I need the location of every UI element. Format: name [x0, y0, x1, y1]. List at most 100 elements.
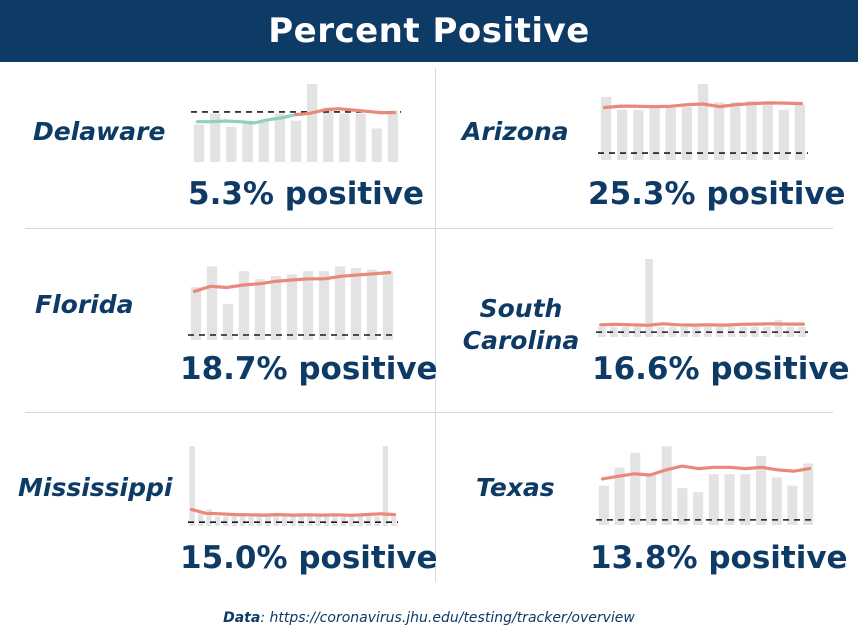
sparkline-chart-delaware — [191, 84, 401, 162]
bar-mark — [290, 120, 302, 162]
state-name: Texas — [476, 473, 555, 502]
bar-mark — [374, 516, 380, 526]
sparkline-chart-mississippi — [188, 446, 398, 526]
bar-mark — [274, 113, 286, 162]
bar-mark — [357, 516, 363, 526]
bar-mark — [677, 488, 688, 525]
bar-mark — [657, 326, 665, 337]
percent-positive-stat: 16.6% positive — [592, 351, 850, 387]
data-source-label: Data — [223, 610, 261, 626]
bar-mark — [614, 467, 625, 525]
bar-mark — [355, 113, 366, 162]
bar-mark — [323, 107, 334, 162]
column-divider — [435, 68, 436, 582]
bar-mark — [787, 485, 798, 525]
sparkline-chart-arizona — [598, 84, 808, 160]
bar-mark — [668, 326, 677, 337]
state-name: Florida — [35, 290, 134, 319]
bar-mark — [391, 516, 397, 526]
bar-mark — [786, 326, 795, 337]
bar-mark — [609, 326, 618, 337]
bar-mark — [382, 446, 389, 526]
bar-mark — [332, 516, 338, 526]
bar-mark — [231, 516, 237, 526]
bar-mark — [633, 109, 644, 160]
series-line — [189, 507, 397, 517]
bar-mark — [387, 110, 399, 162]
row-divider-2 — [25, 412, 833, 413]
bar-mark — [778, 109, 789, 160]
bar-mark — [226, 126, 237, 162]
bar-mark — [290, 516, 296, 526]
bar-mark — [645, 259, 653, 337]
state-name: Mississippi — [18, 473, 173, 502]
bar-mark — [794, 104, 806, 160]
bar-mark — [665, 106, 676, 160]
bar-mark — [371, 128, 382, 162]
bar-mark — [803, 463, 814, 525]
bar-mark — [708, 474, 719, 525]
bar-mark — [197, 514, 204, 526]
bar-mark — [222, 304, 234, 340]
sparkline-chart-texas — [596, 446, 816, 525]
sparkline-chart-south-carolina — [596, 259, 808, 337]
bar-mark — [746, 100, 757, 160]
percent-positive-stat: 25.3% positive — [588, 176, 846, 212]
bar-mark — [661, 446, 672, 525]
percent-positive-stat: 13.8% positive — [590, 540, 848, 576]
bar-mark — [350, 268, 362, 340]
bar-mark — [649, 106, 660, 160]
bar-mark — [598, 485, 609, 525]
bar-mark — [365, 516, 372, 526]
bar-mark — [273, 516, 279, 526]
series-line — [600, 464, 812, 481]
row-divider-1 — [25, 228, 833, 229]
bar-mark — [740, 474, 751, 525]
data-source-footer: Data: https://coronavirus.jhu.edu/testin… — [0, 610, 858, 626]
state-name: Arizona — [462, 117, 569, 146]
series-line — [602, 101, 804, 110]
series-line — [192, 270, 392, 293]
bar-mark — [190, 287, 202, 340]
bar-mark — [298, 516, 305, 526]
state-name: South Carolina — [462, 294, 580, 355]
page-title: Percent Positive — [268, 11, 590, 51]
bar-mark — [242, 120, 253, 162]
data-source-separator: : — [260, 610, 270, 626]
bar-mark — [315, 514, 321, 526]
series-line — [599, 322, 805, 327]
series-line — [294, 107, 397, 117]
bar-mark — [771, 477, 782, 525]
bar-mark — [334, 266, 346, 340]
bar-mark — [633, 326, 641, 337]
bar-mark — [238, 271, 250, 340]
bar-mark — [693, 492, 704, 525]
bar-mark — [270, 276, 282, 340]
bar-mark — [189, 446, 195, 526]
bar-mark — [193, 124, 205, 162]
bar-mark — [730, 102, 741, 160]
bar-mark — [210, 113, 221, 162]
bar-mark — [713, 102, 725, 160]
bar-mark — [762, 104, 773, 160]
bar-mark — [206, 509, 212, 526]
bar-mark — [258, 120, 269, 162]
bar-mark — [340, 516, 347, 526]
series-line — [195, 113, 298, 125]
header-bar: Percent Positive — [0, 0, 858, 62]
bar-mark — [323, 516, 330, 526]
bar-mark — [281, 516, 288, 526]
bar-mark — [239, 516, 246, 526]
sparkline-chart-florida — [188, 266, 396, 340]
bar-mark — [349, 516, 355, 526]
bar-mark — [206, 266, 218, 340]
percent-positive-stat: 15.0% positive — [180, 540, 438, 576]
bar-mark — [697, 84, 709, 160]
bar-mark — [617, 109, 628, 160]
bar-mark — [307, 516, 313, 526]
percent-positive-stat: 5.3% positive — [188, 176, 425, 212]
bar-mark — [306, 84, 318, 162]
bar-mark — [382, 271, 394, 340]
bar-mark — [254, 279, 266, 340]
bar-mark — [774, 319, 783, 337]
